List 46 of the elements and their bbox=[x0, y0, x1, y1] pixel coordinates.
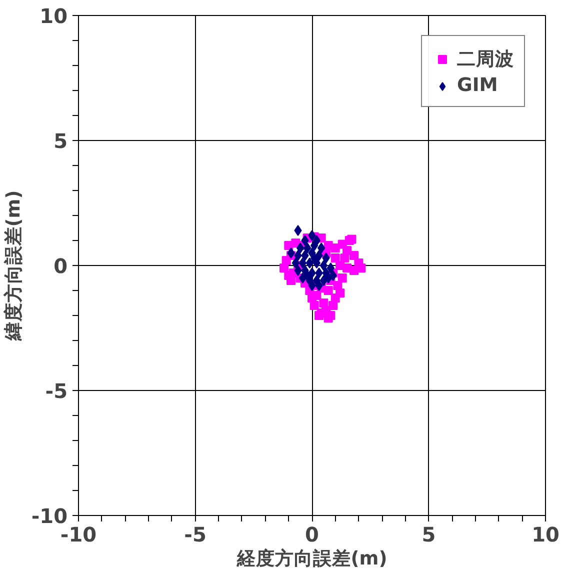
x-tick-label: 0 bbox=[305, 522, 319, 546]
x-tick-label: 5 bbox=[422, 522, 436, 546]
point bbox=[320, 275, 328, 286]
point bbox=[296, 242, 304, 254]
x-tick-label: -5 bbox=[184, 522, 206, 546]
y-tick-label: 10 bbox=[40, 4, 68, 28]
legend-label: GIM bbox=[457, 75, 498, 96]
point bbox=[303, 242, 312, 254]
y-axis-title: 緯度方向誤差(m) bbox=[2, 190, 24, 342]
x-axis-title: 経度方向誤差(m) bbox=[236, 548, 388, 570]
point bbox=[326, 262, 335, 274]
y-tick-label: 5 bbox=[54, 129, 68, 153]
point bbox=[294, 225, 302, 236]
point bbox=[320, 260, 328, 271]
point bbox=[340, 254, 350, 262]
point bbox=[308, 230, 316, 241]
legend-label: 二周波 bbox=[457, 48, 514, 72]
point bbox=[350, 251, 359, 260]
point bbox=[287, 248, 295, 258]
point bbox=[322, 252, 330, 264]
point bbox=[301, 235, 309, 246]
point bbox=[315, 280, 323, 291]
point bbox=[324, 272, 332, 284]
point bbox=[347, 234, 356, 244]
point bbox=[294, 250, 302, 261]
point bbox=[298, 272, 306, 284]
point bbox=[315, 268, 323, 278]
y-tick-label: 0 bbox=[54, 254, 68, 278]
y-tick-label: -10 bbox=[31, 504, 68, 528]
point bbox=[330, 254, 340, 262]
point bbox=[306, 258, 314, 268]
y-tick-label: -5 bbox=[45, 379, 68, 403]
point bbox=[294, 265, 302, 276]
point bbox=[319, 298, 328, 308]
point bbox=[298, 258, 306, 268]
point bbox=[301, 250, 309, 261]
point bbox=[310, 252, 318, 264]
x-tick-label: 10 bbox=[532, 522, 560, 546]
point bbox=[308, 280, 316, 291]
point bbox=[318, 242, 326, 254]
point bbox=[338, 274, 347, 282]
point bbox=[324, 286, 333, 295]
point bbox=[314, 311, 324, 320]
point bbox=[292, 258, 300, 268]
point bbox=[328, 301, 338, 310]
point bbox=[310, 240, 318, 251]
